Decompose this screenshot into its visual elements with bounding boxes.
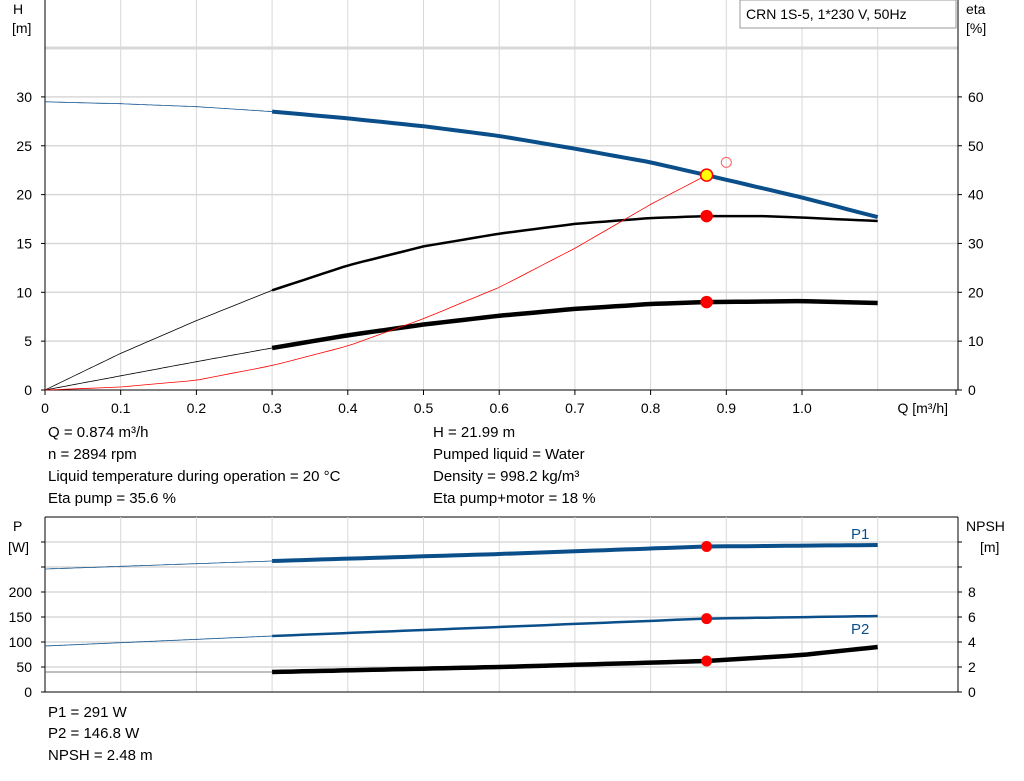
y-tick-label-left: 10 — [16, 284, 32, 300]
info-temp: Liquid temperature during operation = 20… — [48, 468, 341, 485]
y-tick-label-right: 20 — [968, 284, 984, 300]
x-tick-label: 0.9 — [717, 400, 737, 416]
info-p2: P2 = 146.8 W — [48, 725, 140, 742]
curve-H-extrapolated — [44, 101, 273, 112]
x-tick-label: 0.8 — [641, 400, 661, 416]
x-tick-label: 0.5 — [414, 400, 434, 416]
x-tick-label: 0.3 — [262, 400, 282, 416]
y-tick-label-right: 8 — [968, 584, 976, 600]
y-tick-label-right: 10 — [968, 333, 984, 349]
y-tick-label-right: 30 — [968, 235, 984, 251]
series-label-P2: P2 — [851, 621, 869, 638]
y-tick-label-left: 100 — [9, 634, 33, 650]
x-tick-label: 0.1 — [111, 400, 131, 416]
info-p1: P1 = 291 W — [48, 704, 127, 721]
y-tick-label-right: 4 — [968, 634, 976, 650]
x-tick-label: 0.2 — [187, 400, 207, 416]
curve-H — [271, 109, 879, 220]
y-tick-label-left: 15 — [16, 235, 32, 251]
y-tick-label-right: 0 — [968, 684, 976, 700]
curve-eta_pump — [271, 214, 878, 292]
info-eta-pump-motor: Eta pump+motor = 18 % — [433, 490, 596, 507]
info-liquid: Pumped liquid = Water — [433, 446, 585, 463]
curve-eta_pump-extrapolated — [44, 289, 273, 391]
y-tick-label-right: 2 — [968, 659, 976, 675]
x-axis-label: Q [m³/h] — [897, 400, 948, 416]
y-tick-label-right: 60 — [968, 89, 984, 105]
y-tick-label-left: 25 — [16, 138, 32, 154]
series-label-P1: P1 — [851, 526, 869, 543]
y-tick-label-left: 0 — [24, 382, 32, 398]
y-axis-label-left: P — [13, 518, 22, 534]
y-tick-label-right: 40 — [968, 187, 984, 203]
curve-P2 — [272, 614, 878, 638]
duty-point — [701, 613, 713, 625]
x-tick-label: 0.7 — [565, 400, 585, 416]
y-axis-unit-left: [m] — [12, 20, 31, 36]
y-tick-label-right: 6 — [968, 609, 976, 625]
y-tick-label-right: 0 — [968, 382, 976, 398]
y-axis-label-right: eta — [966, 1, 986, 17]
duty-point — [700, 209, 713, 223]
curve-eta_pump_motor-extrapolated — [44, 347, 273, 391]
y-tick-label-left: 150 — [9, 609, 33, 625]
x-tick-label: 0.4 — [338, 400, 358, 416]
y-tick-label-left: 30 — [16, 89, 32, 105]
info-h: H = 21.99 m — [433, 424, 516, 441]
info-q: Q = 0.874 m³/h — [48, 424, 149, 441]
duty-point — [701, 541, 713, 552]
x-tick-label: 1.0 — [792, 400, 812, 416]
hollow-point-marker — [720, 156, 732, 168]
title-box — [739, 0, 957, 29]
curve-eta_pump_motor — [271, 298, 878, 351]
y-tick-label-left: 200 — [9, 584, 33, 600]
y-axis-label-right: NPSH — [966, 518, 1005, 534]
curve-P2-extrapolated — [44, 635, 273, 647]
duty-point — [699, 168, 714, 182]
curve-system — [44, 174, 707, 391]
y-tick-label-left: 0 — [24, 684, 32, 700]
duty-point — [700, 295, 713, 309]
info-density: Density = 998.2 kg/m³ — [433, 468, 580, 485]
y-tick-label-left: 20 — [16, 187, 32, 203]
info-npsh: NPSH = 2.48 m — [48, 747, 153, 764]
y-axis-unit-left: [W] — [8, 539, 29, 555]
y-tick-label-right: 50 — [968, 138, 984, 154]
x-tick-label: 0 — [41, 400, 49, 416]
chart-title: CRN 1S-5, 1*230 V, 50Hz — [746, 6, 907, 22]
duty-point — [701, 655, 713, 667]
y-axis-unit-right: [%] — [966, 20, 986, 36]
info-eta-pump: Eta pump = 35.6 % — [48, 490, 176, 507]
curve-P1-extrapolated — [44, 560, 273, 570]
x-tick-label: 0.6 — [489, 400, 509, 416]
info-n: n = 2894 rpm — [48, 446, 137, 463]
curve-P1 — [272, 543, 878, 563]
y-tick-label-left: 5 — [24, 333, 32, 349]
y-axis-label-left: H — [13, 1, 23, 17]
y-tick-label-left: 50 — [16, 659, 32, 675]
y-axis-unit-right: [m] — [980, 539, 999, 555]
curve-NPSH — [272, 644, 878, 675]
